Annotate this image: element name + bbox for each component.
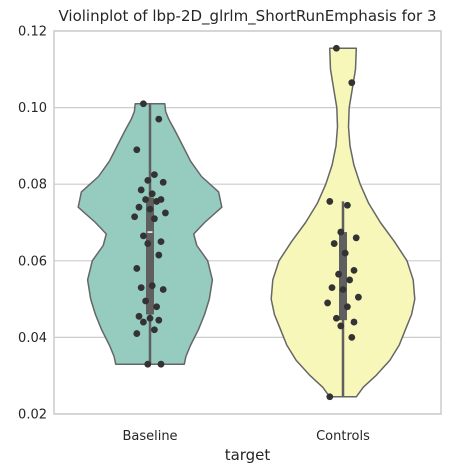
y-tick-label: 0.04	[18, 331, 47, 346]
data-point	[137, 186, 145, 194]
data-point	[155, 115, 163, 123]
data-point	[346, 276, 353, 284]
y-tick-label: 0.12	[18, 25, 47, 40]
data-point	[330, 240, 338, 247]
data-point	[151, 215, 158, 223]
data-point	[146, 205, 154, 213]
y-tick-label: 0.08	[18, 178, 47, 193]
x-tick-label-controls: Controls	[316, 429, 370, 444]
data-point	[151, 326, 158, 334]
data-point	[137, 284, 145, 292]
data-point	[355, 293, 362, 301]
data-point	[341, 249, 349, 257]
data-point	[337, 228, 345, 236]
box-controls	[339, 232, 347, 321]
data-point	[140, 100, 147, 108]
data-point	[135, 203, 143, 211]
x-axis-label: target	[225, 446, 271, 464]
data-point	[335, 270, 342, 278]
data-point	[148, 282, 156, 290]
data-point	[324, 299, 331, 307]
data-point	[133, 265, 141, 272]
violins	[77, 47, 416, 398]
data-point	[140, 318, 147, 326]
x-tick-labels: Baseline Controls	[122, 429, 370, 444]
data-point	[135, 312, 143, 320]
data-point	[337, 322, 345, 330]
data-point	[151, 171, 158, 179]
data-point	[339, 286, 347, 293]
data-point	[153, 303, 161, 311]
data-point	[162, 209, 169, 217]
data-point	[146, 314, 154, 322]
data-point	[326, 393, 334, 401]
data-point	[333, 314, 340, 322]
data-point	[133, 330, 141, 337]
y-tick-labels: 0.02 0.04 0.06 0.08 0.10 0.12	[18, 25, 47, 423]
data-point	[142, 297, 150, 305]
y-tick-label: 0.02	[18, 408, 47, 423]
data-point	[144, 360, 152, 368]
data-point	[133, 146, 141, 154]
data-point	[333, 44, 340, 52]
data-points	[131, 44, 362, 401]
data-point	[144, 240, 152, 247]
chart-title: Violinplot of lbp-2D_glrlm_ShortRunEmpha…	[58, 7, 436, 26]
data-point	[148, 190, 156, 198]
plot-frame	[53, 30, 442, 415]
box-baseline	[146, 197, 154, 315]
data-point	[131, 213, 139, 221]
data-point	[326, 198, 334, 205]
data-point	[350, 266, 358, 274]
data-point	[348, 79, 356, 87]
y-tick-label: 0.06	[18, 254, 47, 269]
y-tick-label: 0.10	[18, 101, 47, 116]
data-point	[144, 176, 152, 184]
data-point	[140, 232, 147, 240]
data-point	[348, 334, 356, 341]
data-point	[350, 318, 358, 326]
data-point	[153, 198, 161, 205]
data-point	[352, 234, 360, 242]
data-point	[344, 303, 351, 311]
data-point	[159, 286, 167, 293]
data-point	[155, 316, 163, 324]
data-point	[159, 178, 167, 186]
data-point	[328, 284, 336, 292]
x-tick-label-baseline: Baseline	[122, 429, 177, 444]
data-point	[157, 238, 165, 246]
data-point	[344, 201, 351, 209]
data-point	[142, 196, 150, 203]
data-point	[157, 360, 165, 368]
data-point	[155, 251, 163, 259]
